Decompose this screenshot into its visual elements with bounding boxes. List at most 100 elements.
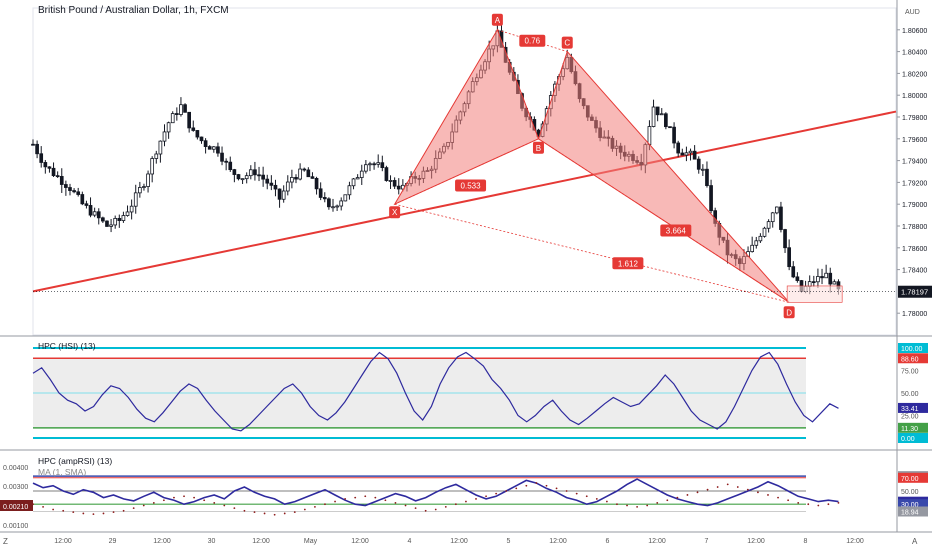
candle-body	[770, 212, 775, 223]
hsi-tick-label-bg	[898, 433, 928, 443]
amprsi-ma-dot	[102, 512, 105, 515]
pattern-triangle-xab	[393, 28, 540, 206]
price-tick-label: 1.79800	[902, 115, 927, 122]
amprsi-ma-dot	[575, 492, 578, 495]
candle-body	[327, 198, 331, 208]
candle-body	[174, 113, 179, 115]
candle-body	[832, 281, 837, 285]
candle-body	[96, 211, 101, 219]
time-tick-label: 30	[208, 538, 216, 545]
candle-body	[277, 188, 282, 200]
candle-body	[257, 174, 261, 177]
time-tick-label: 8	[804, 538, 808, 545]
candle-body	[253, 169, 257, 176]
ratio-label-xb: 0.533	[461, 182, 482, 191]
zoom-button[interactable]: Z	[3, 537, 8, 546]
amprsi-ma-dot	[475, 498, 477, 500]
candle-body	[183, 104, 187, 113]
candle-body	[795, 276, 800, 281]
amprsi-ma-dot	[142, 504, 145, 507]
time-tick-label: 12:00	[648, 538, 666, 545]
amprsi-ma-dot	[525, 484, 528, 487]
candle-body	[170, 113, 175, 124]
candle-body	[787, 247, 791, 268]
time-tick-label: 7	[705, 538, 709, 545]
amprsi-ma-dot	[595, 498, 598, 500]
candle-body	[232, 169, 237, 175]
pattern-point-a: A	[495, 16, 501, 25]
amprsi-ma-dot	[334, 500, 336, 503]
amprsi-ma-dot	[283, 512, 286, 515]
candle-body	[647, 126, 652, 146]
candle-body	[138, 187, 142, 194]
candle-body	[811, 281, 816, 284]
price-tick-label: 1.78400	[902, 268, 927, 275]
amprsi-ma-dot	[817, 504, 820, 507]
candle-body	[39, 153, 44, 163]
hsi-tick-label: 33.41	[901, 406, 919, 413]
candle-body	[709, 185, 713, 212]
amprsi-ma-dot	[183, 495, 185, 498]
time-tick-label: 12:00	[153, 538, 171, 545]
candle-body	[248, 169, 253, 177]
candle-body	[224, 160, 228, 163]
amprsi-ma-dot	[485, 495, 487, 498]
time-tick-label: 5	[507, 538, 511, 545]
amprsi-ma-dot	[72, 511, 75, 514]
target-zone	[786, 285, 843, 303]
amprsi-ma-dot	[152, 501, 155, 504]
auto-scale-button[interactable]: A	[912, 537, 918, 546]
amprsi-ma-dot	[565, 490, 568, 492]
amprsi-ma-dot	[757, 491, 759, 494]
candle-body	[179, 104, 183, 115]
amprsi-left-tick: 0.00100	[3, 523, 28, 530]
price-tick-label: 1.80200	[902, 71, 927, 78]
amprsi-ma-dot	[193, 496, 195, 499]
time-tick-label: 29	[109, 538, 117, 545]
candle-body	[298, 168, 302, 180]
price-tick-label: 1.79200	[902, 180, 927, 187]
amprsi-ma-dot	[545, 484, 548, 487]
candle-body	[31, 143, 35, 146]
candle-body	[228, 161, 233, 171]
amprsi-ma-dot	[807, 503, 810, 506]
price-tick-label: 1.78800	[902, 224, 927, 231]
candle-body	[384, 167, 389, 181]
amprsi-ma-dot	[495, 492, 498, 495]
amprsi-ma-dot	[162, 499, 165, 502]
price-tick-label: 1.80400	[902, 50, 927, 57]
candle-body	[64, 184, 68, 188]
current-price-label: 1.78197	[901, 288, 928, 297]
candle-body	[302, 168, 307, 171]
candle-body	[684, 152, 689, 156]
hsi-tick-label-bg	[898, 402, 928, 413]
candle-body	[35, 143, 39, 155]
amprsi-ma-dot	[837, 501, 840, 504]
candle-body	[129, 205, 134, 213]
amprsi-ma-dot	[535, 482, 538, 484]
candle-body	[68, 187, 72, 191]
candle-body	[359, 170, 364, 178]
candle-body	[816, 276, 820, 283]
ratio-label-bd-bg	[660, 224, 692, 237]
candle-body	[150, 158, 155, 175]
candle-body	[705, 168, 709, 186]
price-tick-label: 1.79400	[902, 159, 927, 166]
amprsi-ma-dot	[636, 505, 638, 508]
amprsi-ma-dot	[52, 508, 55, 511]
candle-body	[154, 153, 159, 159]
candle-body	[824, 272, 828, 279]
candle-body	[207, 146, 212, 150]
amprsi-ma-dot	[797, 501, 800, 504]
ratio-label-bd: 3.664	[666, 227, 687, 236]
candle-body	[318, 188, 323, 198]
time-tick-label: 6	[606, 538, 610, 545]
candle-body	[396, 185, 401, 190]
amprsi-pane-subtitle: MA (1, SMA)	[38, 467, 87, 477]
amprsi-ma-dot	[585, 495, 588, 498]
amprsi-ma-dot	[716, 486, 719, 488]
amprsi-ma-dot	[293, 511, 296, 514]
candle-body	[820, 276, 824, 279]
candle-body	[351, 178, 356, 187]
candle-body	[269, 182, 274, 186]
